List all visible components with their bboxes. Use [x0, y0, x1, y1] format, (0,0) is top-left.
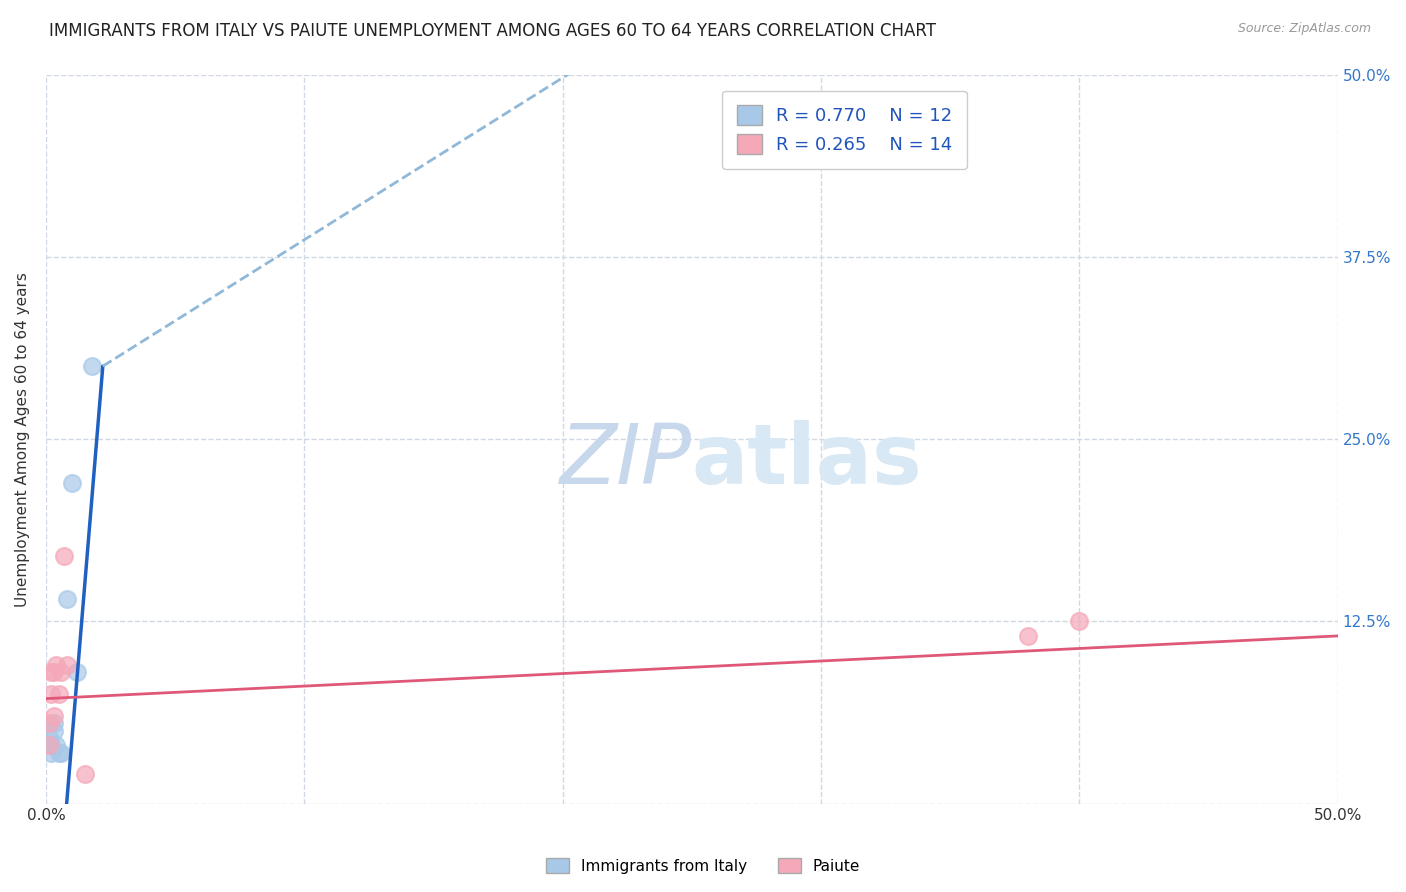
Point — [39, 665, 62, 680]
Point — [51, 665, 73, 680]
Y-axis label: Unemployment Among Ages 60 to 64 years: Unemployment Among Ages 60 to 64 years — [15, 272, 30, 607]
Point — [55, 592, 77, 607]
Point — [38, 716, 60, 731]
Text: IMMIGRANTS FROM ITALY VS PAIUTE UNEMPLOYMENT AMONG AGES 60 TO 64 YEARS CORRELATI: IMMIGRANTS FROM ITALY VS PAIUTE UNEMPLOY… — [49, 22, 936, 40]
Point — [48, 687, 70, 701]
Point — [48, 746, 70, 760]
Point — [1017, 629, 1039, 643]
Point — [39, 746, 62, 760]
Point — [53, 549, 76, 563]
Legend: Immigrants from Italy, Paiute: Immigrants from Italy, Paiute — [540, 852, 866, 880]
Point — [38, 739, 60, 753]
Point — [1069, 615, 1091, 629]
Point — [39, 739, 62, 753]
Point — [60, 475, 83, 490]
Point — [39, 687, 62, 701]
Point — [55, 658, 77, 673]
Point — [51, 746, 73, 760]
Point — [73, 767, 96, 781]
Text: atlas: atlas — [692, 420, 922, 501]
Legend: R = 0.770    N = 12, R = 0.265    N = 14: R = 0.770 N = 12, R = 0.265 N = 14 — [723, 91, 967, 169]
Point — [42, 709, 65, 723]
Text: ZIP: ZIP — [560, 420, 692, 501]
Point — [45, 739, 67, 753]
Point — [42, 723, 65, 738]
Point — [45, 658, 67, 673]
Point — [38, 731, 60, 745]
Point — [42, 665, 65, 680]
Point — [42, 716, 65, 731]
Point — [66, 665, 89, 680]
Point — [82, 359, 104, 373]
Text: Source: ZipAtlas.com: Source: ZipAtlas.com — [1237, 22, 1371, 36]
